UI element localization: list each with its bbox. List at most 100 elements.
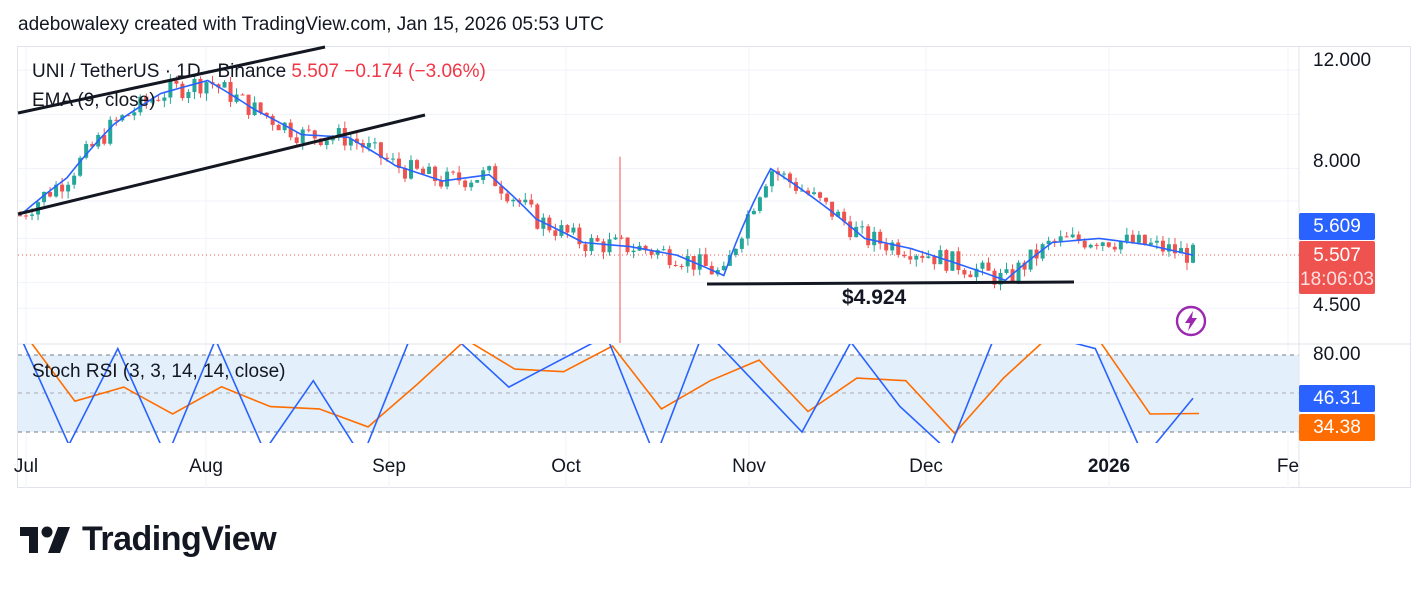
candle-body — [896, 242, 900, 254]
candle-body — [475, 180, 479, 183]
candle-body — [1059, 236, 1063, 241]
candle-body — [740, 239, 744, 249]
symbol-name: UNI / TetherUS · 1D · Binance — [32, 61, 286, 82]
candle-body — [108, 120, 112, 144]
candle-body — [241, 94, 245, 95]
candle-body — [565, 225, 569, 232]
price-tick-8: 8.000 — [1313, 151, 1361, 173]
candle-body — [926, 256, 930, 258]
candle-body — [914, 256, 918, 260]
candle-body — [932, 256, 936, 264]
candle-body — [180, 84, 184, 98]
time-tick-dec: Dec — [909, 456, 943, 478]
tradingview-logo[interactable]: TradingView — [20, 520, 276, 559]
candle-body — [583, 244, 587, 251]
candle-body — [60, 185, 64, 192]
candle-body — [571, 228, 575, 233]
candle-body — [764, 186, 768, 197]
candle-body — [902, 255, 906, 256]
ema-value-badge: 5.609 — [1299, 213, 1375, 240]
candle-body — [529, 200, 533, 205]
candle-body — [632, 251, 636, 252]
candle-body — [920, 256, 924, 258]
countdown-value: 18:06:03 — [1299, 268, 1375, 292]
price-tick-12: 12.000 — [1313, 50, 1371, 72]
last-price-value: 5.507 — [1299, 244, 1375, 268]
candle-body — [132, 112, 136, 115]
last-price-badge: 5.507 18:06:03 — [1299, 241, 1375, 294]
candle-body — [1155, 241, 1159, 243]
candle-body — [704, 254, 708, 266]
candle-body — [307, 130, 311, 131]
lightning-icon[interactable] — [1175, 305, 1207, 337]
candle-body — [1137, 235, 1141, 243]
candle-body — [986, 263, 990, 271]
candle-body — [439, 181, 443, 187]
ema-legend: EMA (9, close) — [32, 90, 156, 112]
candle-body — [1107, 242, 1111, 246]
candle-body — [1017, 263, 1021, 282]
candle-body — [848, 221, 852, 237]
candle-body — [463, 181, 467, 188]
stoch-legend: Stoch RSI (3, 3, 14, 14, close) — [32, 361, 285, 383]
candle-body — [66, 185, 70, 192]
legend-change: −0.174 (−3.06%) — [344, 61, 486, 82]
candle-body — [1005, 269, 1009, 273]
candle-body — [734, 249, 738, 255]
candle-body — [553, 230, 557, 236]
candle-body — [1083, 241, 1087, 248]
candle-body — [812, 192, 816, 194]
time-tick-aug: Aug — [189, 456, 223, 478]
candle-body — [204, 82, 208, 93]
time-tick-feb: Fe — [1277, 456, 1299, 478]
candle-body — [313, 130, 317, 138]
candle-body — [505, 194, 509, 202]
candle-body — [373, 142, 377, 143]
candle-body — [674, 265, 678, 266]
candle-body — [980, 263, 984, 269]
support-annotation: $4.924 — [842, 286, 906, 310]
candle-body — [962, 270, 966, 274]
candle-body — [752, 211, 756, 214]
candle-body — [18, 215, 22, 216]
candle-body — [860, 226, 864, 227]
candle-body — [1101, 242, 1105, 246]
candle-body — [421, 169, 425, 174]
candle-body — [589, 238, 593, 251]
candle-body — [451, 172, 455, 173]
candle-body — [493, 166, 497, 186]
candle-body — [680, 266, 684, 267]
candle-body — [72, 176, 76, 185]
candle-body — [1149, 243, 1153, 245]
ema-line — [20, 81, 1193, 281]
candle-body — [523, 200, 527, 203]
candle-body — [1089, 245, 1093, 248]
candle-body — [162, 98, 166, 101]
candle-body — [1185, 248, 1189, 263]
candle-body — [114, 120, 118, 121]
candle-body — [469, 183, 473, 188]
candle-body — [884, 244, 888, 251]
candle-body — [1131, 235, 1135, 243]
candle-body — [608, 239, 612, 252]
candle-body — [872, 232, 876, 245]
candle-body — [24, 215, 28, 216]
candle-body — [1143, 235, 1147, 245]
price-tick-4-5: 4.500 — [1313, 295, 1361, 317]
candle-body — [758, 197, 762, 211]
candle-body — [415, 160, 419, 169]
candle-body — [770, 171, 774, 186]
candle-body — [908, 256, 912, 259]
candle-body — [427, 167, 431, 174]
candle-body — [662, 249, 666, 250]
legend-price: 5.507 — [291, 61, 339, 82]
candle-body — [698, 254, 702, 269]
time-tick-sep: Sep — [372, 456, 406, 478]
candle-body — [301, 130, 305, 143]
time-tick-nov: Nov — [732, 456, 766, 478]
candle-body — [277, 125, 281, 130]
candle-body — [1065, 236, 1069, 237]
candle-body — [295, 137, 299, 143]
candle-body — [30, 215, 34, 216]
